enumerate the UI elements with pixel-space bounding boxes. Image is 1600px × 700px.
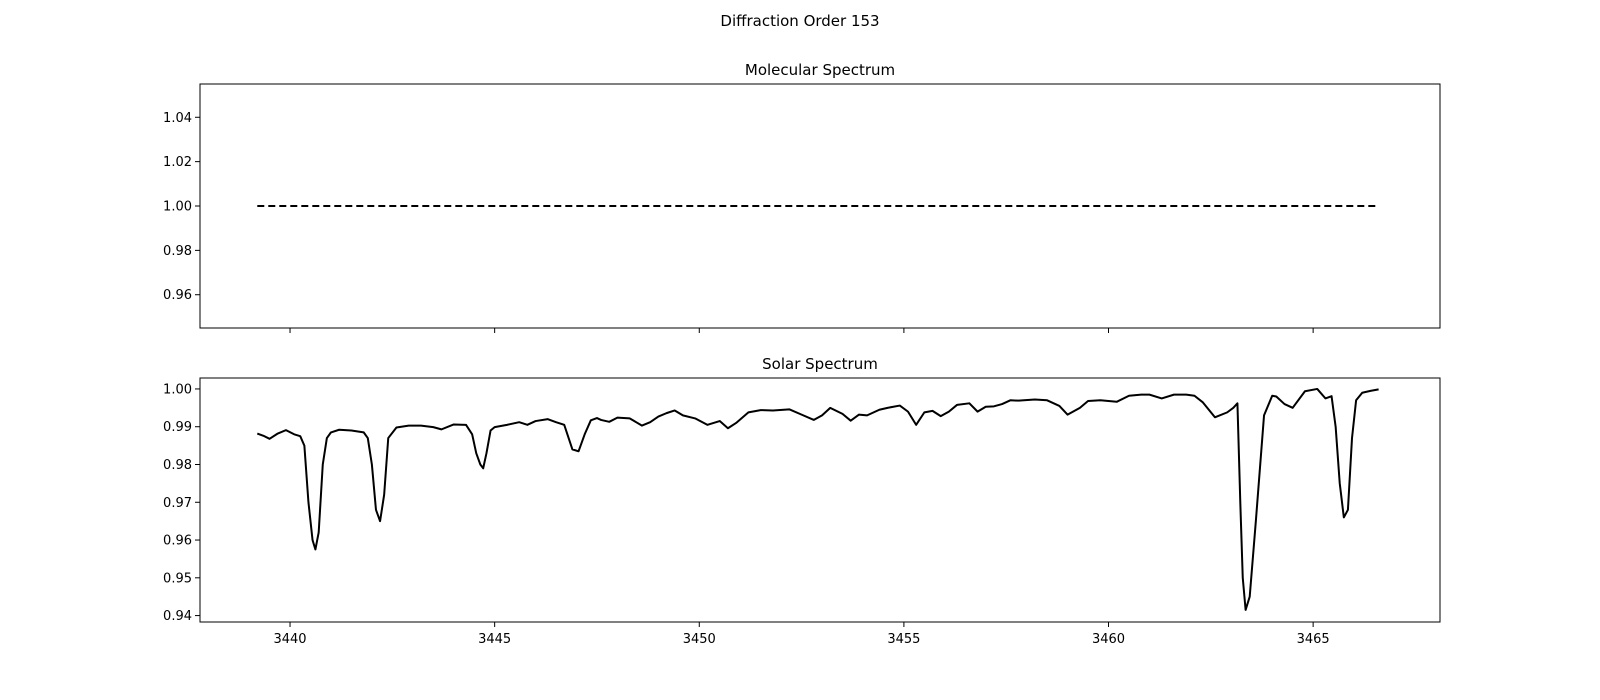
solar-ytick-label: 0.95 bbox=[163, 571, 192, 586]
solar-series-line bbox=[256, 387, 1379, 611]
molecular-ytick-label: 0.96 bbox=[163, 288, 192, 303]
molecular-ytick-label: 1.02 bbox=[163, 155, 192, 170]
molecular-ytick-label: 1.00 bbox=[163, 200, 192, 215]
solar-ytick-label: 0.97 bbox=[163, 496, 192, 511]
molecular-title: Molecular Spectrum bbox=[745, 61, 895, 79]
solar-xtick-label: 3450 bbox=[683, 632, 716, 647]
solar-xtick-label: 3440 bbox=[273, 632, 306, 647]
molecular-plot-frame bbox=[199, 83, 1441, 329]
molecular-spectrum-axes: Molecular Spectrum 0.96 0.98 1.00 1.02 1.04 bbox=[163, 61, 1441, 333]
solar-ytick-label: 0.94 bbox=[163, 609, 192, 624]
solar-ytick-label: 0.98 bbox=[163, 458, 192, 473]
molecular-ytick-label: 0.98 bbox=[163, 244, 192, 259]
solar-ytick-label: 0.99 bbox=[163, 420, 192, 435]
solar-xtick-label: 3460 bbox=[1092, 632, 1125, 647]
solar-spectrum-axes: Solar Spectrum 0.94 0.95 0.96 0.97 0.98 0.99 1.… bbox=[163, 355, 1441, 647]
solar-title: Solar Spectrum bbox=[762, 355, 878, 373]
solar-ytick-label: 1.00 bbox=[163, 382, 192, 397]
solar-xtick-label: 3445 bbox=[478, 632, 511, 647]
figure-suptitle: Diffraction Order 153 bbox=[720, 12, 879, 30]
solar-xtick-label: 3455 bbox=[887, 632, 920, 647]
molecular-ytick-label: 1.04 bbox=[163, 111, 192, 126]
solar-plot-frame bbox=[199, 377, 1441, 623]
solar-ytick-label: 0.96 bbox=[163, 534, 192, 549]
solar-xtick-label: 3465 bbox=[1297, 632, 1330, 647]
